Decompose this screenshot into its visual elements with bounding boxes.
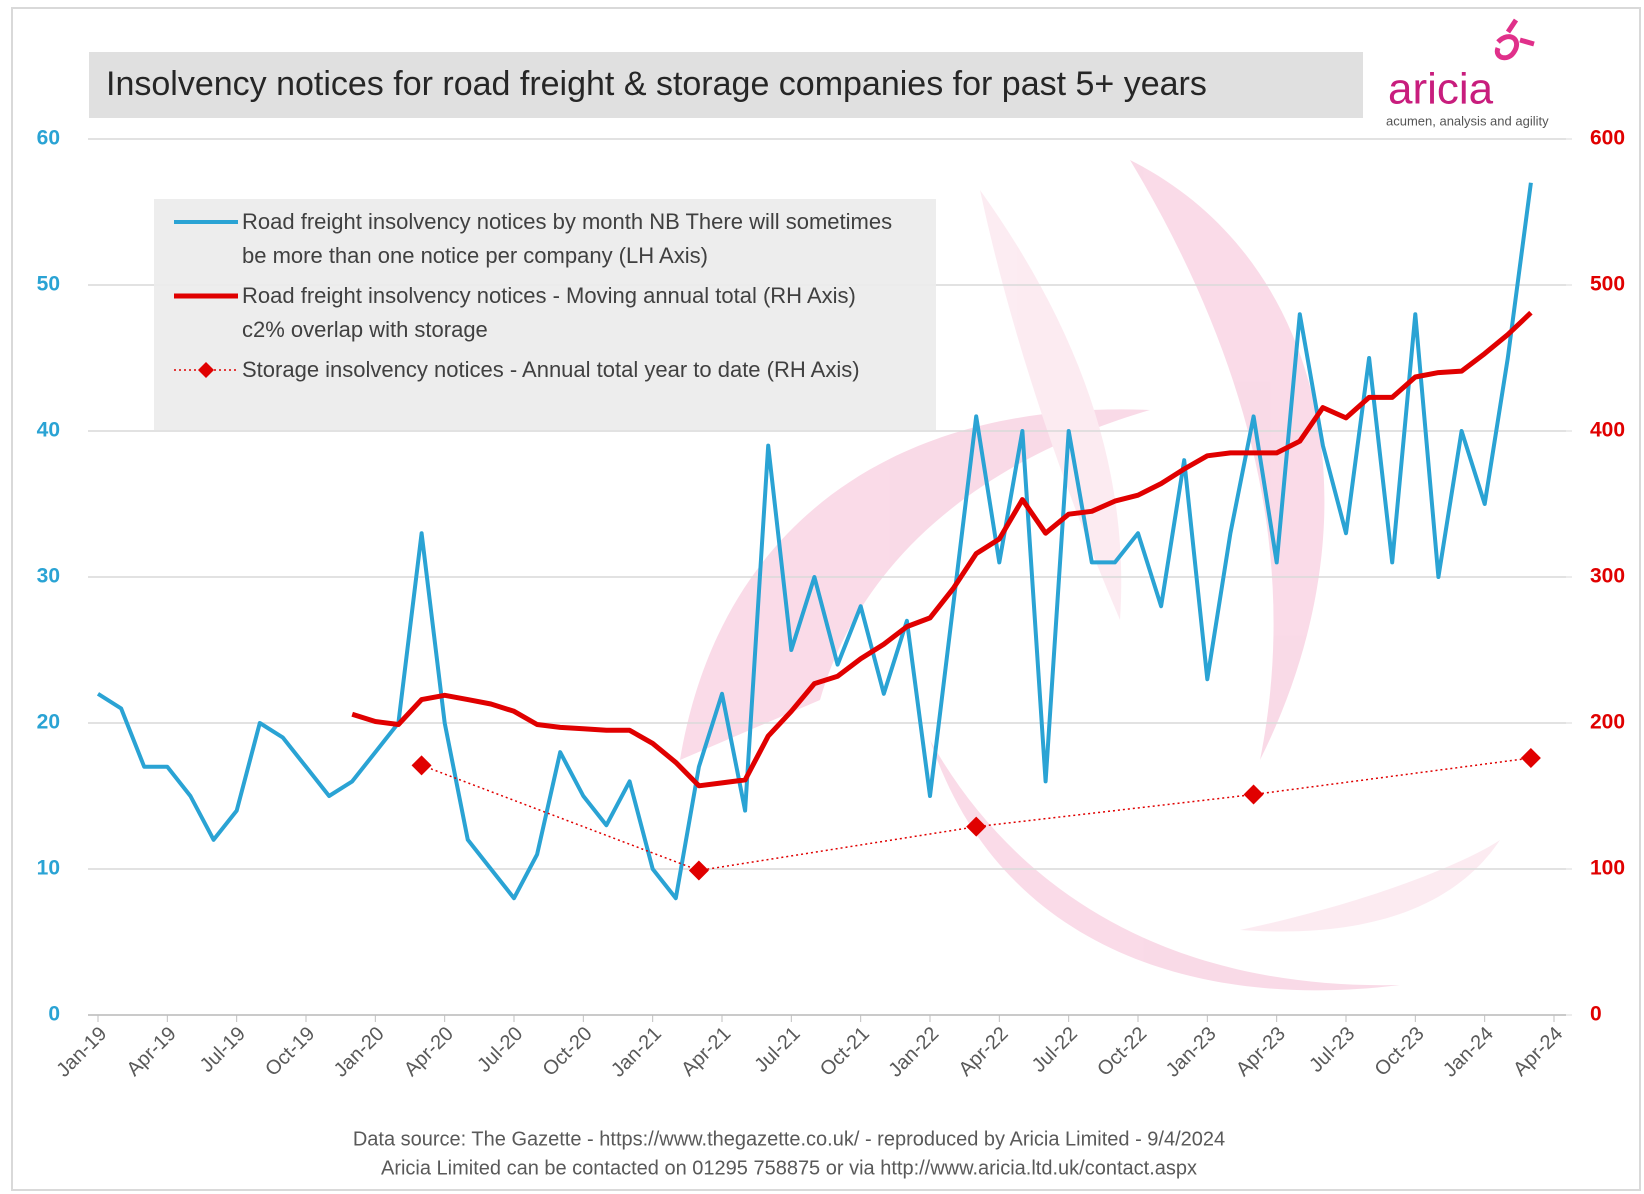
x-tick-label: Apr-24 xyxy=(1509,1023,1567,1081)
x-tick-label: Jan-21 xyxy=(607,1023,666,1082)
y-tick-label: 60 xyxy=(37,127,60,150)
logo-tagline: acumen, analysis and agility xyxy=(1386,113,1549,128)
y-tick-label: 0 xyxy=(48,1003,60,1026)
legend: Road freight insolvency notices by month… xyxy=(154,199,936,430)
logo-icon xyxy=(1494,18,1535,61)
x-tick-label: Oct-21 xyxy=(816,1023,874,1081)
y-tick-label: 30 xyxy=(37,565,60,588)
marker xyxy=(1243,784,1264,805)
y2-tick-label: 0 xyxy=(1590,1003,1602,1026)
y2-tick-label: 100 xyxy=(1590,857,1625,880)
y2-tick-label: 500 xyxy=(1590,273,1625,296)
x-tick-label: Jul-19 xyxy=(196,1023,250,1077)
y-tick-label: 20 xyxy=(37,711,60,734)
y-tick-label: 50 xyxy=(37,273,60,296)
legend-entry: Road freight insolvency notices by month… xyxy=(154,205,936,273)
y2-tick-label: 400 xyxy=(1590,419,1625,442)
y2-tick-label: 300 xyxy=(1590,565,1625,588)
legend-label: Road freight insolvency notices - Moving… xyxy=(242,283,856,342)
x-tick-label: Apr-20 xyxy=(400,1023,458,1081)
x-tick-label: Oct-22 xyxy=(1093,1023,1151,1081)
x-tick-label: Jan-22 xyxy=(884,1023,943,1082)
x-tick-label: Jul-20 xyxy=(473,1023,527,1077)
y2-tick-label: 600 xyxy=(1590,127,1625,150)
legend-key xyxy=(174,293,238,299)
marker xyxy=(1520,748,1541,769)
legend-marker xyxy=(198,362,214,378)
x-tick-label: Jul-21 xyxy=(751,1023,805,1077)
legend-entry: Storage insolvency notices - Annual tota… xyxy=(154,353,936,387)
legend-label: Road freight insolvency notices by month… xyxy=(242,209,893,268)
x-tick-label: Jul-22 xyxy=(1028,1023,1082,1077)
marker xyxy=(688,860,709,881)
x-tick-label: Jan-23 xyxy=(1162,1023,1221,1082)
x-tick-label: Jan-24 xyxy=(1439,1023,1498,1082)
x-tick-label: Jul-23 xyxy=(1305,1023,1359,1077)
legend-key xyxy=(174,362,238,378)
x-tick-label: Apr-22 xyxy=(955,1023,1013,1081)
footer: Aricia Limited can be contacted on 01295… xyxy=(381,1157,1197,1179)
frame xyxy=(11,7,1641,1191)
x-tick-label: Apr-21 xyxy=(677,1023,735,1081)
x-tick-label: Apr-19 xyxy=(123,1023,181,1081)
x-tick-label: Oct-23 xyxy=(1371,1023,1429,1081)
chart-title: Insolvency notices for road freight & st… xyxy=(106,65,1207,103)
x-tick-label: Jan-20 xyxy=(330,1023,389,1082)
y-tick-label: 10 xyxy=(37,857,60,880)
marker xyxy=(411,755,432,776)
series-line xyxy=(351,310,1533,789)
legend-label: Storage insolvency notices - Annual tota… xyxy=(242,357,860,382)
x-tick-label: Jan-19 xyxy=(52,1023,111,1082)
series-line xyxy=(96,182,1533,901)
x-tick-label: Oct-19 xyxy=(261,1023,319,1081)
footer: Data source: The Gazette - https://www.t… xyxy=(353,1128,1225,1150)
y2-tick-label: 200 xyxy=(1590,711,1625,734)
title-box xyxy=(89,52,1363,118)
x-tick-label: Apr-23 xyxy=(1232,1023,1290,1081)
legend-key xyxy=(174,220,238,224)
marker xyxy=(966,816,987,837)
y-tick-label: 40 xyxy=(37,419,60,442)
x-tick-label: Oct-20 xyxy=(539,1023,597,1081)
legend-entry: Road freight insolvency notices - Moving… xyxy=(154,279,936,347)
logo: aricia xyxy=(1388,65,1494,114)
